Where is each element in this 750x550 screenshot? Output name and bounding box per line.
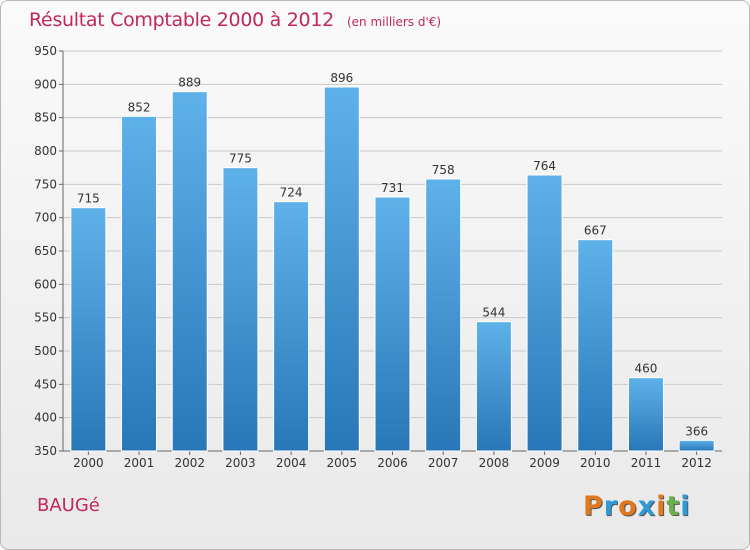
logo-letter: P [583, 491, 604, 522]
data-label-2000: 715 [77, 192, 100, 206]
data-label-2010: 667 [584, 224, 607, 238]
bar-2005[interactable] [323, 86, 360, 452]
x-tick-label-2004: 2004 [276, 456, 307, 470]
bar-2006[interactable] [374, 196, 411, 452]
data-label-2008: 544 [482, 306, 505, 320]
logo-letter: x [637, 491, 657, 522]
bar-2008[interactable] [475, 321, 512, 452]
logo-letter: r [603, 491, 619, 522]
y-tick-label: 850 [34, 111, 57, 125]
bar-2000[interactable] [70, 207, 107, 452]
bars [70, 86, 715, 452]
bar-2011[interactable] [627, 377, 664, 452]
y-tick-label: 900 [34, 77, 57, 91]
y-tick-label: 550 [34, 311, 57, 325]
x-tick-label-2009: 2009 [529, 456, 560, 470]
data-label-2003: 775 [229, 152, 252, 166]
data-label-2011: 460 [635, 362, 658, 376]
bar-2007[interactable] [425, 178, 462, 452]
bar-2002[interactable] [171, 91, 208, 452]
data-labels: 715 852 889 775 724 896 731 758 544 764 667 460 366 [77, 71, 708, 438]
data-label-2004: 724 [280, 186, 303, 200]
x-tick-label-2011: 2011 [631, 456, 662, 470]
data-label-2005: 896 [330, 71, 353, 85]
chart-unit: (en milliers d'€) [346, 15, 442, 29]
axes: 350 400 450 500 550 600 650 700 750 800 850 900 950 2… [34, 44, 722, 470]
logo-letter: i [656, 491, 667, 522]
x-tick-label-2002: 2002 [174, 456, 205, 470]
bar-2003[interactable] [222, 167, 259, 452]
bar-2001[interactable] [121, 115, 158, 452]
y-tick-label: 500 [34, 344, 57, 358]
bar-2009[interactable] [526, 174, 563, 452]
x-tick-label-2008: 2008 [479, 456, 510, 470]
y-tick-label: 600 [34, 277, 57, 291]
bar-2004[interactable] [273, 201, 310, 452]
x-tick-label-2003: 2003 [225, 456, 256, 470]
x-tick-label-2000: 2000 [73, 456, 104, 470]
y-tick-label: 950 [34, 44, 57, 58]
logo-letter: t [666, 491, 681, 522]
data-label-2002: 889 [178, 76, 201, 90]
logo-letter: o [618, 491, 638, 522]
data-label-2006: 731 [381, 181, 404, 195]
y-tick-label: 450 [34, 377, 57, 391]
data-label-2012: 366 [685, 424, 708, 438]
proxiti-logo[interactable]: Proxiti [583, 491, 691, 522]
x-tick-label-2006: 2006 [377, 456, 408, 470]
bar-2012[interactable] [678, 439, 715, 452]
data-label-2001: 852 [128, 100, 151, 114]
x-tick-label-2001: 2001 [124, 456, 155, 470]
data-label-2007: 758 [432, 163, 455, 177]
logo-letter: i [680, 491, 691, 522]
x-tick-label-2012: 2012 [681, 456, 712, 470]
x-tick-label-2007: 2007 [428, 456, 459, 470]
data-label-2009: 764 [533, 159, 556, 173]
y-tick-label: 400 [34, 411, 57, 425]
x-tick-label-2005: 2005 [327, 456, 358, 470]
bar-2010[interactable] [577, 239, 614, 452]
y-tick-label: 800 [34, 144, 57, 158]
y-tick-label: 700 [34, 211, 57, 225]
x-tick-label-2010: 2010 [580, 456, 611, 470]
y-tick-label: 350 [34, 444, 57, 458]
y-tick-label: 650 [34, 244, 57, 258]
chart-title: Résultat Comptable 2000 à 2012 [29, 9, 334, 31]
chart-title-block: Résultat Comptable 2000 à 2012 (en milli… [29, 9, 441, 31]
place-name: BAUGé [37, 495, 100, 516]
y-tick-label: 750 [34, 177, 57, 191]
